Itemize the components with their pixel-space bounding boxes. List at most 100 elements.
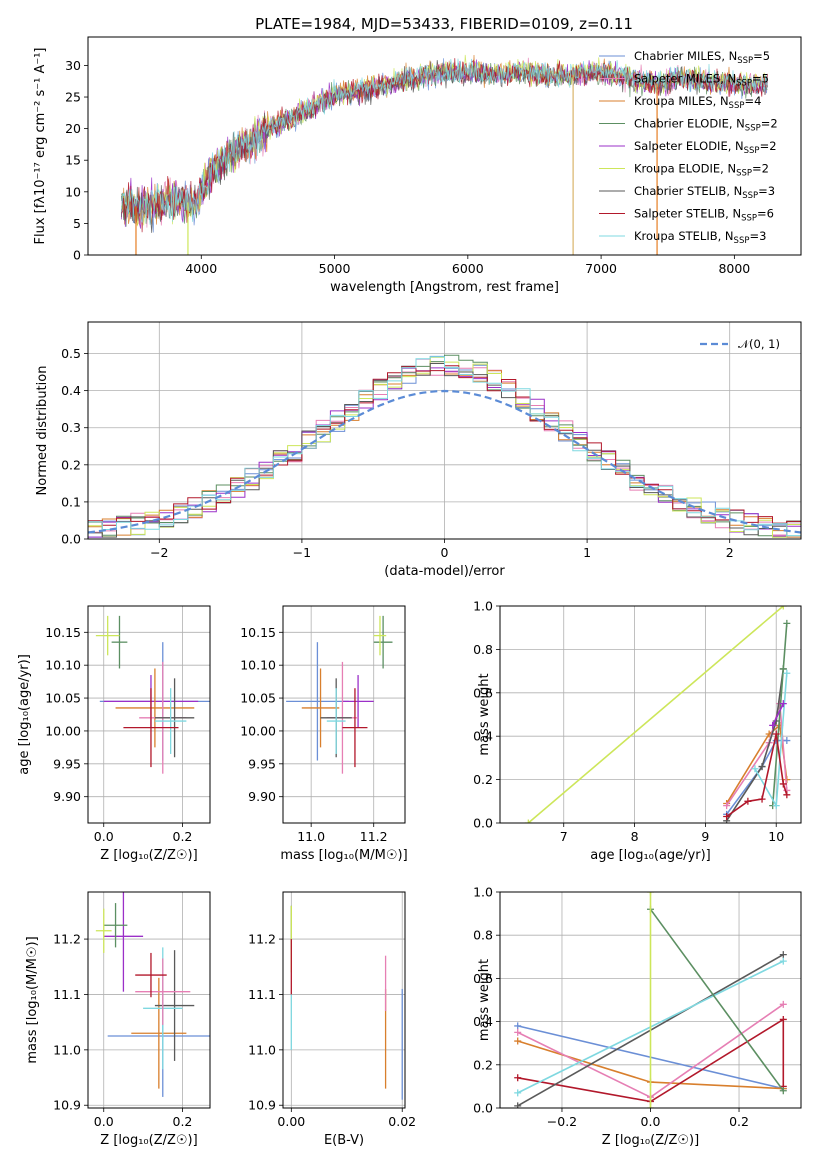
mass-weight-series-line [527, 606, 784, 823]
legend-entry-name: Kroupa ELODIE, N [634, 162, 736, 176]
age_vs_Z-errorbars [95, 615, 210, 774]
legend-entry-name: Chabrier ELODIE, N [634, 117, 745, 131]
normal-reference-curve [88, 389, 801, 534]
data-point-marker [524, 819, 532, 823]
mass-weight-series-line [725, 668, 785, 822]
x-tick-label: −2 [150, 545, 168, 560]
data-point-marker [772, 802, 780, 810]
data-point-marker [769, 721, 777, 729]
mass-weight-series-line [517, 1017, 785, 1103]
x-tick-label: −0.2 [547, 1114, 577, 1129]
legend-entry-name: Salpeter MILES, N [634, 72, 736, 86]
massweight_vs_age-frame [499, 605, 802, 824]
massweight_vs_age-axes: 7 8 9 10 0.0 0.2 0.4 0.6 0.8 1.0 age [log₁₀(age/yr… [473, 599, 802, 863]
massweight_vs_Z-frame [499, 891, 802, 1109]
legend-entry: Kroupa ELODIE, NSSP=2 [634, 162, 769, 179]
residuals-frame [87, 321, 802, 540]
histogram-series [88, 354, 801, 538]
massweight_vs_age-xlabel: age [log₁₀(age/yr)] [590, 848, 711, 863]
legend-entry: Salpeter MILES, NSSP=5 [634, 72, 769, 89]
data-point-marker [783, 737, 791, 745]
y-tick-label: 0.8 [473, 642, 493, 657]
y-tick-label: 0.3 [61, 420, 81, 435]
legend-entry-subscript: SSP [742, 191, 758, 201]
x-tick-label: 0.0 [94, 1114, 114, 1129]
data-point-marker [647, 892, 654, 896]
residuals-xlabel: (data-model)/error [384, 564, 505, 579]
mass_vs_Z-errorbars [95, 892, 210, 1097]
mass_vs_Z-xlabel: Z [log₁₀(Z/Z☉)] [100, 1133, 197, 1148]
data-point-marker [779, 1087, 787, 1095]
x-tick-label: 8 [631, 829, 639, 844]
y-tick-label: 0.6 [473, 685, 493, 700]
data-point-marker [723, 802, 731, 810]
y-tick-label: 0.4 [61, 383, 81, 398]
age_vs_mass-xlabel: mass [log₁₀(M/M☉)] [280, 848, 407, 863]
y-tick-label: 11.0 [248, 1042, 276, 1057]
age_vs_mass-errorbars [286, 615, 393, 774]
legend-entry-name: Kroupa STELIB, N [634, 229, 734, 243]
legend-entry: Kroupa STELIB, NSSP=3 [634, 229, 766, 246]
data-point-marker [744, 797, 752, 805]
data-point-marker [758, 795, 766, 803]
y-tick-label: 0.6 [473, 971, 493, 986]
massweight_vs_Z-lines [514, 892, 787, 1108]
y-tick-label: 1.0 [473, 885, 493, 900]
massweight_vs_Z-ylabel: mass weight [477, 959, 492, 1041]
legend-entry: 𝒩(0, 1) [738, 337, 780, 351]
data-point-marker [779, 1000, 787, 1008]
y-tick-label: 15 [65, 153, 81, 168]
data-point-marker [783, 619, 791, 627]
age_vs_Z-frame [87, 605, 211, 824]
mass_vs_EBV-frame [282, 891, 406, 1109]
legend-entry-count: =3 [758, 184, 775, 198]
legend-entry-count: =5 [752, 72, 769, 86]
legend-entry: Chabrier ELODIE, NSSP=2 [634, 117, 778, 134]
data-point-marker [779, 780, 787, 788]
mass-weight-series-line [649, 908, 784, 1092]
legend-entry: Kroupa MILES, NSSP=4 [634, 94, 761, 111]
legend-entry: Chabrier MILES, NSSP=5 [634, 49, 770, 66]
y-tick-label: 9.95 [248, 756, 276, 771]
y-tick-label: 11.2 [53, 932, 81, 947]
spectrum-axes: 4000 5000 6000 7000 8000 0 5 10 15 20 25 30 waveleng… [33, 36, 802, 295]
legend-entry-count: =2 [761, 117, 778, 131]
spectrum-lines [120, 54, 768, 255]
legend-entry: Salpeter STELIB, NSSP=6 [634, 207, 774, 224]
spectrum-frame [87, 36, 802, 256]
y-tick-label: 10.9 [248, 1098, 276, 1113]
data-point-marker [514, 1074, 522, 1082]
y-tick-label: 10.00 [45, 723, 81, 738]
data-point-marker [514, 1028, 522, 1036]
massweight_vs_Z-xlabel: Z [log₁₀(Z/Z☉)] [602, 1133, 699, 1148]
x-tick-label: 11.0 [297, 829, 325, 844]
y-tick-label: 11.1 [248, 987, 276, 1002]
mass_vs_Z-axes: 0.0 0.2 10.9 11.0 11.1 11.2 Z [log₁₀(Z/Z☉)] mas… [25, 891, 211, 1148]
spectrum-xlabel: wavelength [Angstrom, rest frame] [330, 280, 559, 295]
data-point-marker [514, 1089, 522, 1097]
y-tick-label: 9.90 [248, 789, 276, 804]
mass_vs_EBV-errorbars [290, 905, 403, 1100]
mass_vs_EBV-xlabel: E(B-V) [324, 1133, 364, 1148]
legend-entry-subscript: SSP [744, 146, 760, 156]
legend-entry-count: =3 [749, 229, 766, 243]
data-point-marker [758, 763, 766, 771]
x-tick-label: 10 [768, 829, 784, 844]
y-tick-label: 0.2 [61, 457, 81, 472]
y-tick-label: 10.00 [240, 723, 276, 738]
x-tick-label: 0 [441, 545, 449, 560]
x-tick-label: 0.00 [277, 1114, 305, 1129]
y-tick-label: 0.1 [61, 494, 81, 509]
x-tick-label: 11.2 [360, 829, 388, 844]
data-point-marker [779, 951, 787, 959]
legend-entry-subscript: SSP [736, 79, 752, 89]
x-tick-label: −1 [293, 545, 311, 560]
data-point-marker [783, 791, 791, 799]
massweight_vs_age-lines [524, 606, 791, 823]
data-point-marker [723, 812, 731, 820]
y-tick-label: 5 [73, 216, 81, 231]
legend-entry-subscript: SSP [736, 169, 752, 179]
x-tick-label: 0.02 [388, 1114, 416, 1129]
legend-entry-subscript: SSP [741, 214, 757, 224]
